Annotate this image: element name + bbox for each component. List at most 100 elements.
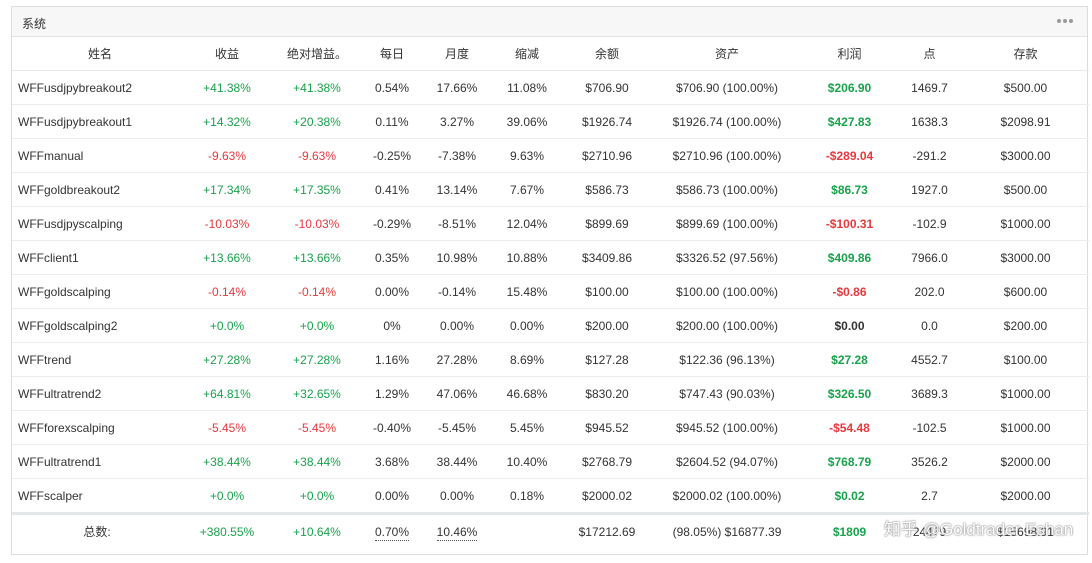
row-gain: +41.38% <box>182 70 272 105</box>
row-profit: $206.90 <box>802 70 897 105</box>
row-daily: 0.35% <box>362 240 422 275</box>
row-name[interactable]: WFFusdjpyscalping <box>12 206 182 241</box>
column-header-name[interactable]: 姓名 <box>12 37 182 71</box>
row-name[interactable]: WFFscalper <box>12 478 182 514</box>
table-row[interactable]: WFFusdjpybreakout2 +41.38% +41.38% 0.54% 17.… <box>12 70 1089 105</box>
row-drawdown: 5.45% <box>492 410 562 445</box>
table-row[interactable]: WFFscalper +0.0% +0.0% 0.00% 0.00% 0.18% $2000… <box>12 478 1089 514</box>
totals-label: 总数: <box>12 512 182 548</box>
totals-daily-value[interactable]: 0.70% <box>374 524 410 541</box>
row-monthly: 0.00% <box>422 308 492 343</box>
row-deposits: $3000.00 <box>962 138 1089 173</box>
table-row[interactable]: WFFgoldscalping2 +0.0% +0.0% 0% 0.00% 0.00% $2… <box>12 308 1089 343</box>
systems-panel: 系统 姓名 收益 绝对增益。 每日 月度 缩减 余额 资产 利润 点 存款 WF… <box>11 6 1089 555</box>
table-row[interactable]: WFFgoldbreakout2 +17.34% +17.35% 0.41% 13.14… <box>12 172 1089 207</box>
row-abs-gain: +0.0% <box>272 478 362 514</box>
table-row[interactable]: WFFultratrend1 +38.44% +38.44% 3.68% 38.44% 1… <box>12 444 1089 479</box>
row-name[interactable]: WFFgoldscalping <box>12 274 182 309</box>
row-name[interactable]: WFFclient1 <box>12 240 182 275</box>
row-name[interactable]: WFFusdjpybreakout2 <box>12 70 182 105</box>
row-monthly: 47.06% <box>422 376 492 411</box>
row-drawdown: 8.69% <box>492 342 562 377</box>
row-deposits: $600.00 <box>962 274 1089 309</box>
column-header-drawdown[interactable]: 缩减 <box>492 37 562 71</box>
row-pips: 2.7 <box>897 478 962 514</box>
column-header-deposits[interactable]: 存款 <box>962 37 1089 71</box>
row-name[interactable]: WFFultratrend1 <box>12 444 182 479</box>
row-pips: 0.0 <box>897 308 962 343</box>
column-header-profit[interactable]: 利润 <box>802 37 897 71</box>
table-row[interactable]: WFFultratrend2 +64.81% +32.65% 1.29% 47.06% 4… <box>12 376 1089 411</box>
row-equity: $747.43 (90.03%) <box>652 376 802 411</box>
column-header-equity[interactable]: 资产 <box>652 37 802 71</box>
column-header-balance[interactable]: 余额 <box>562 37 652 71</box>
row-deposits: $500.00 <box>962 70 1089 105</box>
row-pips: -291.2 <box>897 138 962 173</box>
table-row[interactable]: WFFgoldscalping -0.14% -0.14% 0.00% -0.14% 15… <box>12 274 1089 309</box>
row-balance: $706.90 <box>562 70 652 105</box>
table-row[interactable]: WFFusdjpyscalping -10.03% -10.03% -0.29% -8.… <box>12 206 1089 241</box>
row-equity: $2000.02 (100.00%) <box>652 478 802 514</box>
row-drawdown: 7.67% <box>492 172 562 207</box>
row-drawdown: 10.88% <box>492 240 562 275</box>
row-profit: $768.79 <box>802 444 897 479</box>
column-header-gain[interactable]: 收益 <box>182 37 272 71</box>
row-equity: $100.00 (100.00%) <box>652 274 802 309</box>
row-name[interactable]: WFFgoldbreakout2 <box>12 172 182 207</box>
row-daily: 0.00% <box>362 274 422 309</box>
table-row[interactable]: WFFmanual -9.63% -9.63% -0.25% -7.38% 9.63% $2… <box>12 138 1089 173</box>
totals-abs-gain: +10.64% <box>272 512 362 548</box>
table-row[interactable]: WFFforexscalping -5.45% -5.45% -0.40% -5.45%… <box>12 410 1089 445</box>
row-balance: $1926.74 <box>562 104 652 139</box>
row-drawdown: 10.40% <box>492 444 562 479</box>
row-deposits: $3000.00 <box>962 240 1089 275</box>
totals-monthly-value[interactable]: 10.46% <box>436 524 478 541</box>
row-balance: $899.69 <box>562 206 652 241</box>
row-gain: -0.14% <box>182 274 272 309</box>
row-equity: $899.69 (100.00%) <box>652 206 802 241</box>
row-name[interactable]: WFFultratrend2 <box>12 376 182 411</box>
row-abs-gain: +20.38% <box>272 104 362 139</box>
row-daily: 0.41% <box>362 172 422 207</box>
row-equity: $122.36 (96.13%) <box>652 342 802 377</box>
row-deposits: $100.00 <box>962 342 1089 377</box>
totals-profit: $1809 <box>802 512 897 548</box>
row-profit: $427.83 <box>802 104 897 139</box>
row-name[interactable]: WFFusdjpybreakout1 <box>12 104 182 139</box>
row-pips: 1469.7 <box>897 70 962 105</box>
totals-deposits: $15698.91 <box>962 512 1089 548</box>
table-row[interactable]: WFFusdjpybreakout1 +14.32% +20.38% 0.11% 3.2… <box>12 104 1089 139</box>
row-gain: +0.0% <box>182 308 272 343</box>
totals-daily: 0.70% <box>362 512 422 548</box>
row-gain: +64.81% <box>182 376 272 411</box>
row-pips: -102.5 <box>897 410 962 445</box>
row-pips: 1927.0 <box>897 172 962 207</box>
row-abs-gain: +13.66% <box>272 240 362 275</box>
row-drawdown: 11.08% <box>492 70 562 105</box>
row-profit: $86.73 <box>802 172 897 207</box>
ellipsis-icon[interactable] <box>1057 17 1073 25</box>
row-name[interactable]: WFFgoldscalping2 <box>12 308 182 343</box>
watermark: 知乎 @Goldtrader Eshan <box>884 520 1074 539</box>
row-daily: 1.16% <box>362 342 422 377</box>
row-gain: +27.28% <box>182 342 272 377</box>
table-row[interactable]: WFFtrend +27.28% +27.28% 1.16% 27.28% 8.69% $1… <box>12 342 1089 377</box>
row-deposits: $2098.91 <box>962 104 1089 139</box>
column-header-abs-gain[interactable]: 绝对增益。 <box>272 37 362 71</box>
row-deposits: $2000.00 <box>962 478 1089 514</box>
column-header-monthly[interactable]: 月度 <box>422 37 492 71</box>
row-name[interactable]: WFFtrend <box>12 342 182 377</box>
row-name[interactable]: WFFforexscalping <box>12 410 182 445</box>
row-balance: $127.28 <box>562 342 652 377</box>
row-monthly: -7.38% <box>422 138 492 173</box>
row-pips: 7966.0 <box>897 240 962 275</box>
row-name[interactable]: WFFmanual <box>12 138 182 173</box>
systems-table: 姓名 收益 绝对增益。 每日 月度 缩减 余额 资产 利润 点 存款 WFFus… <box>12 37 1089 548</box>
row-gain: +17.34% <box>182 172 272 207</box>
row-balance: $2710.96 <box>562 138 652 173</box>
column-header-daily[interactable]: 每日 <box>362 37 422 71</box>
column-header-pips[interactable]: 点 <box>897 37 962 71</box>
row-abs-gain: -5.45% <box>272 410 362 445</box>
panel-header: 系统 <box>12 7 1087 37</box>
table-row[interactable]: WFFclient1 +13.66% +13.66% 0.35% 10.98% 10.88… <box>12 240 1089 275</box>
